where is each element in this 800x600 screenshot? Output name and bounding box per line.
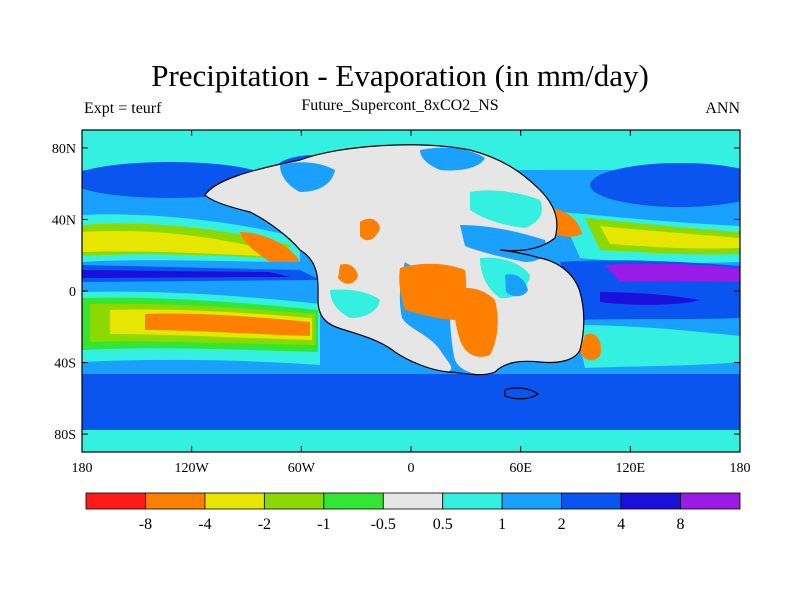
colorbar: -8 -4 -2 -1 -0.5 0.5 1 2 4 8 — [85, 492, 741, 533]
land-dry-interior-east — [453, 288, 498, 357]
field-itcz-west-core — [82, 270, 290, 278]
colorbar-swatch — [561, 492, 622, 510]
x-tick-label: 120E — [616, 461, 646, 476]
coast-southwest — [344, 329, 449, 373]
land-dry-small — [338, 264, 358, 284]
coast-southeast — [447, 257, 585, 376]
colorbar-swatch — [442, 492, 503, 510]
y-tick-label: 80S — [54, 428, 76, 443]
x-tick-label: 60E — [509, 461, 532, 476]
field-south-band — [82, 430, 740, 452]
colorbar-label: 1 — [498, 516, 506, 533]
land-wet-patch-core — [505, 274, 528, 297]
colorbar-label: 8 — [677, 516, 685, 533]
field-east-s-subtrop — [575, 325, 740, 368]
colorbar-label: -1 — [317, 516, 330, 533]
colorbar-label: -4 — [198, 516, 211, 533]
colorbar-label: 0.5 — [433, 516, 453, 533]
land-dry-north — [360, 218, 380, 241]
colorbar-swatch — [145, 492, 206, 510]
colorbar-label: -2 — [258, 516, 271, 533]
experiment-label: Expt = teurf — [84, 100, 162, 117]
x-tick-label: 0 — [408, 461, 415, 476]
season-label: ANN — [705, 100, 740, 117]
land-wet-nw — [280, 162, 335, 192]
field-east-s-dry — [580, 333, 601, 361]
field-east-wet-core — [600, 292, 700, 305]
coast-west — [204, 194, 346, 331]
colorbar-swatch — [204, 492, 265, 510]
land-dry-interior-west — [399, 263, 467, 320]
colorbar-label: -8 — [139, 516, 152, 533]
y-tick-label: 80N — [52, 142, 76, 157]
colorbar-swatch — [263, 492, 325, 510]
land-wet-center — [460, 225, 547, 262]
field-north-storm-2 — [590, 163, 740, 207]
colorbar-swatch — [85, 492, 146, 510]
colorbar-swatch — [620, 492, 681, 510]
colorbar-label: 4 — [617, 516, 625, 533]
map-title: Precipitation - Evaporation (in mm/day) — [151, 58, 649, 93]
field-east-wettest — [605, 263, 740, 282]
land-supercontinent-west — [205, 144, 557, 372]
map-field — [82, 130, 740, 452]
x-tick-label: 180 — [72, 461, 93, 476]
land-wet-south — [330, 289, 380, 318]
land-wet-north-coast — [420, 147, 485, 171]
coast-nw — [204, 159, 301, 196]
field-n-subtrop-inner — [82, 230, 270, 256]
colorbar-swatch — [680, 492, 741, 510]
coast-east-gap — [499, 249, 541, 259]
coast-north — [299, 144, 558, 252]
map-subtitle: Future_Supercont_8xCO2_NS — [301, 97, 499, 114]
x-tick-label: 60W — [288, 461, 316, 476]
x-tick-label: 180 — [730, 461, 751, 476]
coast-island-south — [504, 387, 540, 400]
land-interior — [350, 205, 474, 232]
y-tick-label: 0 — [69, 285, 76, 300]
field-s-dry-core — [145, 313, 310, 336]
map-ticks: 180 120W 60W 0 60E 120E 180 80N 40N 0 40S 80S — [52, 130, 751, 476]
coastlines — [204, 144, 585, 400]
x-tick-label: 120W — [175, 461, 210, 476]
field-east-subtrop-yellow — [600, 226, 740, 249]
field-south-storm-edge — [82, 362, 740, 374]
colorbar-swatch — [382, 492, 444, 510]
land-wet-north — [470, 190, 542, 228]
colorbar-swatch — [501, 492, 563, 510]
colorbar-swatch — [323, 492, 384, 510]
colorbar-label: -0.5 — [371, 516, 396, 533]
colorbar-label: 2 — [558, 516, 566, 533]
y-tick-label: 40N — [52, 213, 76, 228]
field-south-storm — [82, 372, 740, 430]
field-n-dry-core — [240, 232, 300, 262]
y-tick-label: 40S — [54, 357, 76, 372]
